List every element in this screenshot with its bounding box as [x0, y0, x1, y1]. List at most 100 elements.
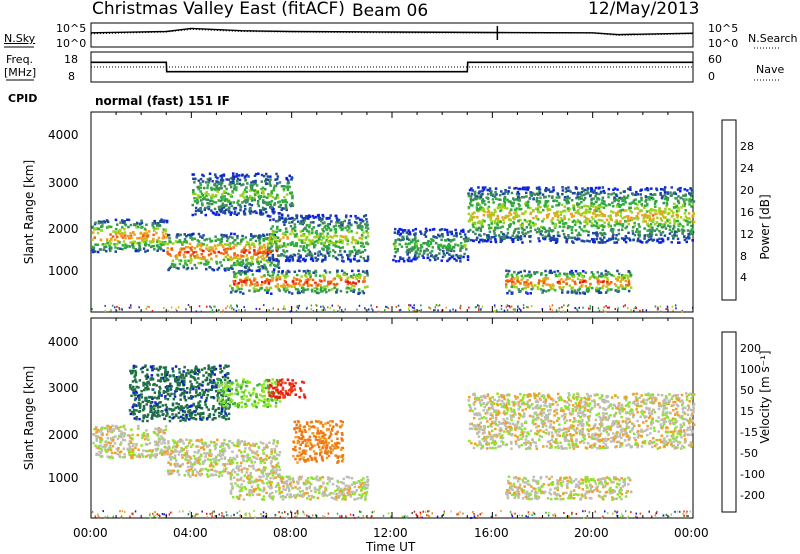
range-cell: [479, 195, 483, 199]
range-cell: [528, 196, 532, 200]
range-cell: [648, 214, 651, 218]
range-cell: [239, 208, 242, 212]
ground-scatter-cell: [520, 310, 522, 313]
range-cell: [240, 250, 243, 253]
range-cell: [190, 249, 193, 252]
range-cell: [285, 206, 288, 210]
range-cell: [310, 284, 313, 287]
range-cell: [356, 224, 360, 228]
range-cell: [137, 241, 140, 245]
range-cell: [99, 238, 103, 241]
range-cell: [486, 192, 490, 196]
range-cell: [215, 211, 219, 214]
range-cell: [617, 200, 620, 203]
range-cell: [284, 259, 288, 263]
range-cell: [516, 279, 519, 283]
range-cell: [162, 451, 165, 454]
range-cell: [566, 199, 569, 203]
range-cell: [166, 250, 169, 254]
range-cell: [537, 237, 540, 240]
range-cell: [666, 212, 670, 216]
range-cell: [493, 208, 496, 212]
range-cell: [512, 221, 515, 224]
range-cell: [598, 218, 602, 222]
range-cell: [129, 241, 132, 244]
range-cell: [267, 201, 271, 204]
range-cell: [488, 189, 492, 193]
range-cell: [118, 232, 122, 235]
range-cell: [244, 280, 248, 284]
range-cell: [670, 215, 674, 218]
range-cell: [676, 214, 679, 217]
range-cell: [354, 275, 358, 278]
range-cell: [468, 188, 472, 192]
range-cell: [401, 257, 405, 260]
range-cell: [308, 243, 312, 246]
range-cell: [100, 225, 103, 229]
range-cell: [255, 469, 258, 472]
range-cell: [222, 206, 225, 209]
range-cell: [279, 244, 282, 247]
range-cell: [496, 226, 500, 230]
range-cell: [653, 229, 657, 232]
range-cell: [165, 219, 169, 223]
freq-tick-top: 18: [64, 53, 78, 66]
range-cell: [539, 288, 543, 291]
range-cell: [320, 290, 323, 293]
range-cell: [363, 280, 366, 283]
range-cell: [307, 252, 310, 256]
range-cell: [236, 236, 239, 240]
range-cell: [302, 258, 305, 261]
ground-scatter-cell: [118, 306, 120, 309]
range-cell: [223, 468, 226, 471]
range-cell: [121, 456, 125, 459]
range-cell: [288, 174, 291, 178]
range-cell: [539, 225, 543, 229]
range-cell: [232, 201, 236, 204]
range-cell: [580, 228, 583, 231]
range-cell: [328, 239, 332, 243]
range-cell: [334, 245, 338, 248]
range-cell: [113, 442, 117, 445]
range-cell: [279, 475, 282, 478]
range-cell: [624, 220, 627, 223]
range-cell: [320, 219, 323, 223]
range-cell: [165, 236, 169, 239]
range-cell: [204, 260, 208, 263]
range-cell: [326, 251, 329, 255]
range-cell: [93, 222, 97, 226]
range-cell: [200, 472, 203, 476]
range-cell: [154, 222, 157, 225]
range-cell: [272, 263, 276, 267]
range-cell: [688, 217, 691, 220]
range-cell: [264, 457, 267, 460]
range-cell: [290, 202, 293, 205]
range-cell: [303, 217, 307, 220]
range-cell: [612, 188, 615, 192]
ground-scatter-cell: [411, 306, 414, 309]
range-cell: [351, 236, 355, 239]
range-cell: [476, 202, 479, 206]
range-cell: [152, 238, 155, 242]
range-cell: [118, 228, 122, 232]
range-cell: [666, 219, 669, 223]
range-cell: [306, 288, 310, 291]
range-cell: [673, 218, 676, 221]
range-cell: [332, 254, 335, 258]
range-cell: [466, 239, 470, 243]
range-cell: [589, 207, 592, 211]
range-cell: [204, 455, 207, 459]
range-cell: [144, 229, 148, 232]
range-cell: [196, 451, 199, 454]
range-cell: [546, 216, 549, 219]
range-cell: [210, 209, 213, 212]
range-cell: [94, 243, 97, 246]
range-cell: [259, 195, 263, 199]
range-cell: [293, 226, 297, 229]
range-cell: [191, 233, 194, 236]
range-cell: [621, 208, 624, 212]
freq-line: [91, 61, 693, 73]
range-cell: [445, 228, 449, 232]
range-cell: [668, 221, 672, 225]
range-cell: [208, 451, 212, 454]
